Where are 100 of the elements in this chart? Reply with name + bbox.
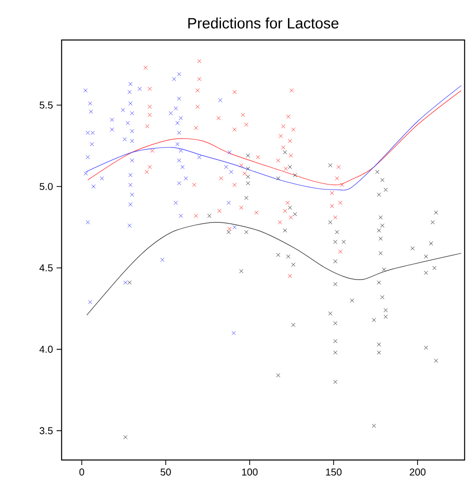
point bbox=[144, 170, 150, 174]
point bbox=[84, 88, 88, 93]
point bbox=[176, 120, 180, 126]
point bbox=[192, 182, 197, 187]
point bbox=[286, 114, 291, 119]
point bbox=[226, 200, 231, 205]
point bbox=[286, 200, 290, 205]
point bbox=[239, 163, 244, 168]
point bbox=[281, 145, 286, 150]
point bbox=[281, 124, 286, 128]
point bbox=[177, 72, 182, 76]
point bbox=[128, 90, 132, 94]
point bbox=[128, 173, 133, 178]
point bbox=[288, 274, 292, 278]
point bbox=[196, 104, 200, 109]
point bbox=[244, 122, 249, 127]
point bbox=[130, 138, 134, 144]
point bbox=[338, 200, 343, 205]
point bbox=[276, 158, 280, 163]
point bbox=[219, 176, 224, 180]
point bbox=[228, 226, 232, 231]
point bbox=[177, 130, 182, 135]
point bbox=[197, 76, 202, 82]
point bbox=[177, 181, 182, 186]
point bbox=[338, 250, 343, 254]
point bbox=[239, 206, 244, 210]
point bbox=[232, 330, 236, 336]
point bbox=[145, 124, 150, 128]
point bbox=[84, 171, 88, 176]
point bbox=[178, 148, 184, 153]
point bbox=[330, 190, 334, 196]
chart-title: Predictions for Lactose bbox=[188, 18, 339, 28]
point bbox=[130, 111, 134, 116]
point bbox=[128, 182, 133, 187]
point bbox=[110, 118, 114, 122]
point bbox=[284, 166, 288, 171]
point bbox=[148, 112, 152, 117]
point bbox=[283, 208, 288, 214]
point bbox=[177, 158, 182, 163]
point bbox=[128, 82, 133, 86]
point bbox=[144, 66, 148, 70]
point bbox=[291, 127, 296, 132]
x-tick-label: 100 bbox=[242, 468, 258, 476]
point bbox=[254, 210, 259, 215]
point bbox=[130, 192, 134, 197]
point bbox=[288, 215, 294, 220]
point bbox=[176, 142, 180, 146]
point bbox=[278, 220, 282, 224]
point bbox=[335, 176, 340, 180]
point bbox=[126, 120, 130, 126]
point bbox=[174, 200, 178, 205]
point bbox=[197, 155, 202, 160]
point bbox=[130, 158, 134, 163]
point bbox=[330, 204, 334, 208]
point bbox=[242, 171, 247, 176]
point bbox=[88, 300, 92, 304]
point bbox=[196, 88, 200, 93]
point bbox=[290, 88, 294, 93]
point bbox=[278, 134, 284, 138]
point bbox=[232, 90, 237, 94]
y-tick-label: 5.5 bbox=[40, 102, 53, 109]
point bbox=[124, 280, 128, 285]
point bbox=[148, 104, 152, 109]
point bbox=[148, 164, 152, 170]
y-tick-label: 4.5 bbox=[40, 264, 53, 272]
point bbox=[150, 148, 155, 153]
point bbox=[197, 59, 202, 64]
point bbox=[184, 176, 188, 180]
point bbox=[232, 182, 237, 187]
point bbox=[88, 101, 92, 106]
point bbox=[174, 106, 178, 110]
point bbox=[122, 137, 128, 142]
point bbox=[336, 164, 341, 170]
point bbox=[218, 208, 222, 214]
point bbox=[128, 223, 132, 228]
point bbox=[224, 164, 228, 170]
point bbox=[216, 116, 221, 120]
point bbox=[121, 108, 126, 112]
point bbox=[138, 86, 142, 91]
point bbox=[194, 126, 198, 130]
line-series bbox=[86, 222, 462, 316]
point bbox=[148, 86, 152, 91]
point bbox=[89, 110, 94, 114]
point bbox=[110, 127, 114, 132]
x-tick-label: 50 bbox=[160, 468, 172, 476]
point bbox=[90, 142, 94, 146]
x-tick-label: 200 bbox=[410, 468, 426, 476]
point bbox=[178, 116, 184, 120]
point bbox=[241, 112, 246, 117]
y-tick-label: 4.0 bbox=[40, 346, 53, 353]
point bbox=[128, 202, 133, 206]
point bbox=[130, 129, 134, 134]
y-tick-label: 3.5 bbox=[40, 427, 53, 434]
y-tick-label: 5.0 bbox=[40, 182, 53, 190]
point bbox=[288, 153, 294, 158]
point bbox=[194, 214, 198, 218]
point bbox=[86, 220, 90, 224]
point bbox=[172, 76, 176, 82]
point bbox=[232, 127, 237, 132]
point bbox=[128, 101, 133, 106]
